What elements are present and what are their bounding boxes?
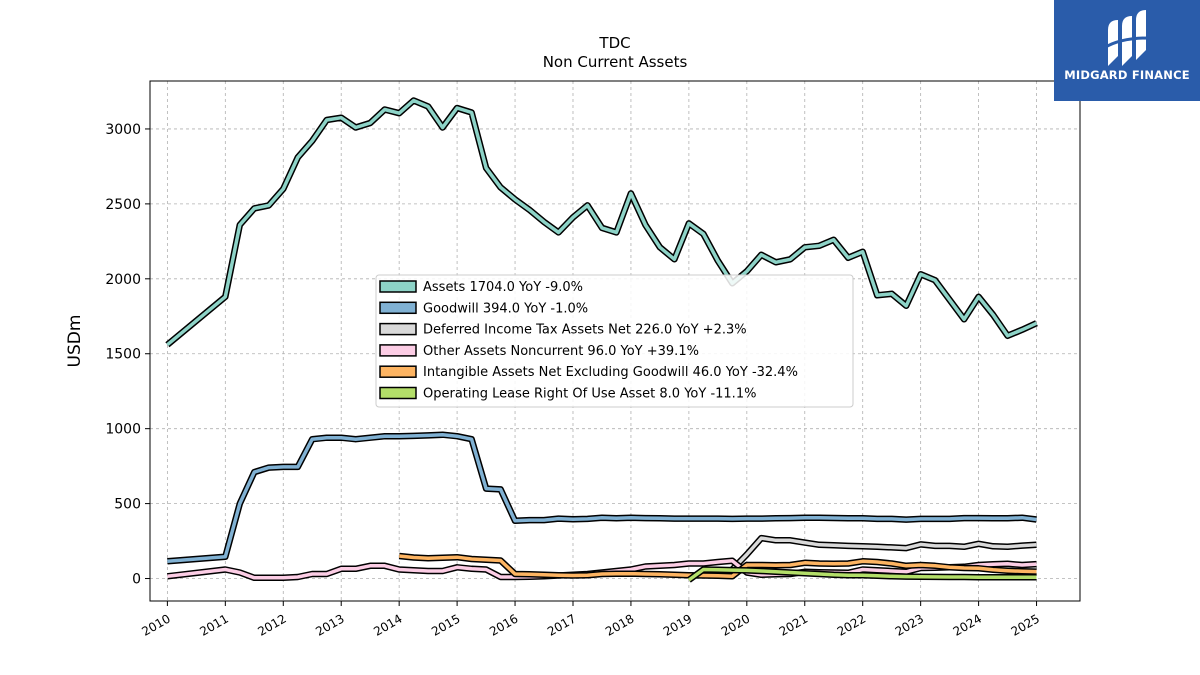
legend-label: Goodwill 394.0 YoY -1.0% bbox=[423, 301, 588, 316]
legend-label: Intangible Assets Net Excluding Goodwill… bbox=[423, 365, 798, 380]
y-tick-label: 2000 bbox=[105, 272, 141, 288]
legend-box bbox=[375, 274, 854, 408]
x-tick-label: 2015 bbox=[429, 611, 462, 638]
legend-label: Operating Lease Right Of Use Asset 8.0 Y… bbox=[423, 387, 756, 402]
y-axis: 0 500 1000 1500 2000 2500 3000 bbox=[105, 122, 150, 588]
series-line bbox=[731, 536, 1037, 571]
x-tick-label: 2016 bbox=[487, 611, 520, 638]
series-line bbox=[167, 559, 1037, 580]
y-tick-label: 2500 bbox=[105, 197, 141, 213]
y-tick-label: 1000 bbox=[105, 422, 141, 438]
series-line bbox=[399, 554, 1037, 579]
legend-label: Deferred Income Tax Assets Net 226.0 YoY… bbox=[423, 323, 747, 338]
legend-swatch bbox=[379, 365, 417, 378]
x-tick-label: 2017 bbox=[545, 611, 578, 638]
brand-logo-text: MIDGARD FINANCE bbox=[1064, 68, 1190, 82]
series-line bbox=[166, 98, 1038, 347]
legend-swatch bbox=[379, 344, 417, 357]
x-tick-label: 2022 bbox=[835, 611, 868, 638]
x-tick-label: 2018 bbox=[603, 611, 636, 638]
x-tick-label: 2019 bbox=[661, 611, 694, 638]
x-tick-label: 2024 bbox=[951, 611, 984, 638]
legend-swatch bbox=[379, 280, 417, 293]
x-tick-label: 2010 bbox=[139, 611, 172, 638]
y-tick-label: 1500 bbox=[105, 347, 141, 363]
series-line bbox=[167, 432, 1037, 564]
y-tick-label: 3000 bbox=[105, 122, 141, 138]
legend-label: Assets 1704.0 YoY -9.0% bbox=[423, 280, 583, 295]
x-tick-label: 2013 bbox=[313, 611, 346, 638]
series-layer bbox=[165, 97, 1038, 583]
chart-title: TDC bbox=[598, 34, 630, 52]
y-tick-label: 500 bbox=[114, 497, 141, 513]
y-axis-label: USDm bbox=[65, 315, 85, 368]
x-tick-label: 2014 bbox=[371, 611, 404, 638]
x-tick-label: 2012 bbox=[255, 611, 288, 638]
x-tick-label: 2025 bbox=[1009, 611, 1042, 638]
series-line bbox=[687, 567, 1037, 582]
plot-frame bbox=[149, 80, 1081, 602]
series-line-outline bbox=[167, 431, 1037, 565]
x-tick-label: 2020 bbox=[719, 611, 752, 638]
x-tick-label: 2023 bbox=[893, 611, 926, 638]
legend-swatch bbox=[379, 301, 417, 315]
x-axis: 2010 2011 2012 2013 2014 2015 2016 2017 2018 2019… bbox=[139, 601, 1042, 639]
legend-label: Other Assets Noncurrent 96.0 YoY +39.1% bbox=[423, 344, 699, 359]
x-tick-label: 2011 bbox=[197, 611, 230, 638]
legend-swatch bbox=[379, 386, 417, 400]
x-tick-label: 2021 bbox=[777, 611, 810, 638]
legend: Assets 1704.0 YoY -9.0% Goodwill 394.0 Yo… bbox=[375, 274, 854, 408]
chart-subtitle: Non Current Assets bbox=[543, 53, 688, 71]
midgard-logo-icon bbox=[1103, 10, 1149, 66]
y-tick-label: 0 bbox=[132, 572, 141, 588]
legend-swatch bbox=[379, 322, 417, 336]
